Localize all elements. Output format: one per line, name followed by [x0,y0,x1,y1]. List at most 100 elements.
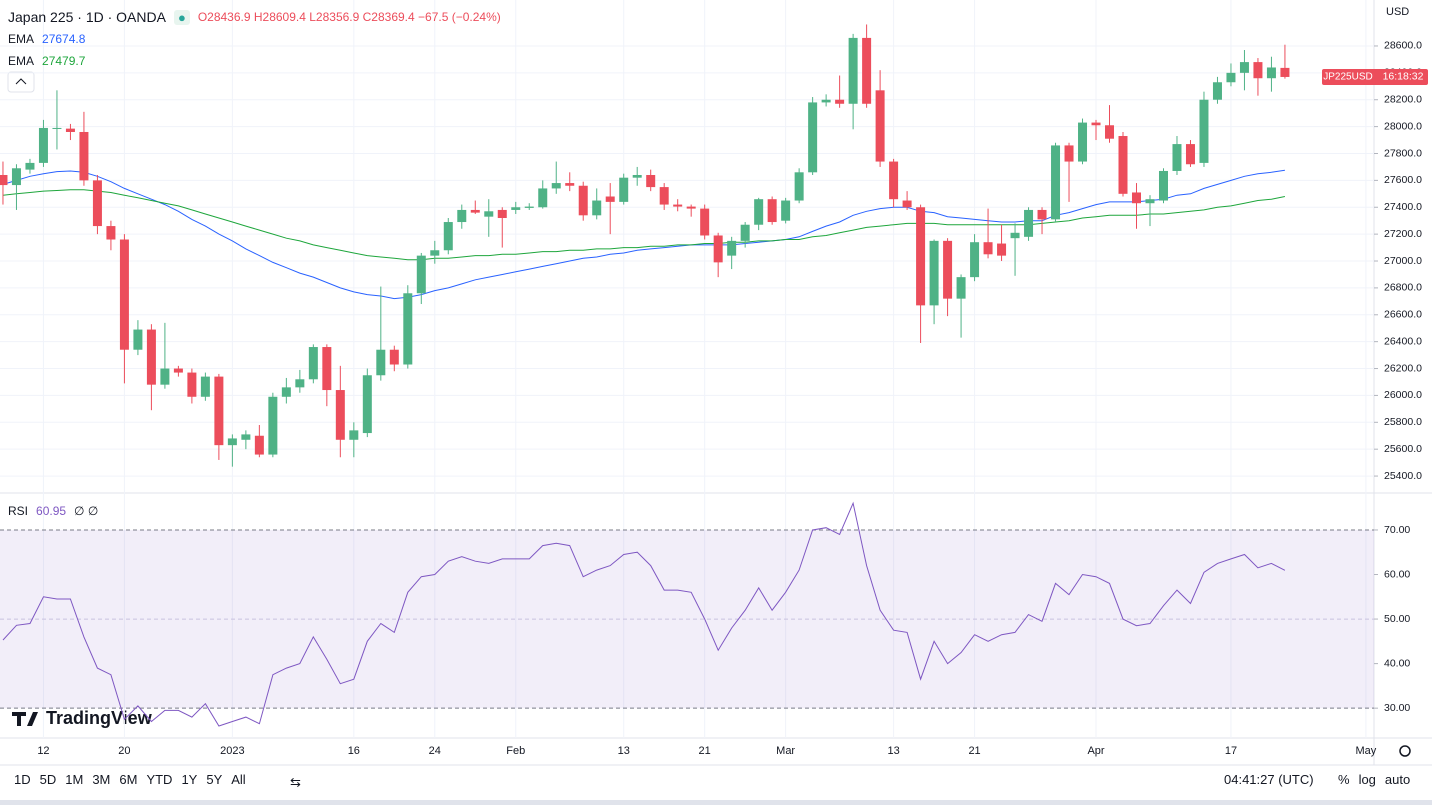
logo: TradingView [12,708,153,728]
candle-body [38,127,48,163]
candle-body [970,242,980,278]
x-tick-label: 12 [37,745,49,757]
candle-body [376,349,386,376]
candle-body [1212,82,1222,100]
ema-row: EMA 27479.7 [8,50,501,72]
logo-text: TradingView [46,708,153,728]
clock: 04:41:27 (UTC) [1224,772,1314,787]
y-tick-label: 27800.0 [1384,147,1422,159]
candle-body [713,235,723,263]
candle-body [430,250,440,256]
rsi-legend: RSI 60.95 ∅ ∅ [8,500,98,522]
range-button[interactable]: 5D [39,772,57,787]
currency[interactable]: USD [1386,6,1409,18]
x-tick-label: 24 [429,745,441,757]
candle-body [605,196,615,202]
option-button[interactable]: auto [1384,772,1411,787]
y-tick-label: 27400.0 [1384,201,1422,213]
candle-body [308,347,318,380]
range-button[interactable]: 6M [119,772,138,787]
candle-body [79,131,89,181]
candle-body [416,255,426,294]
collapse-button[interactable] [7,71,35,93]
y-tick-label: 26600.0 [1384,309,1422,321]
range-button[interactable]: 3M [92,772,111,787]
candle-body [686,206,696,209]
options-bar: % log auto [1338,772,1419,787]
ema-label: EMA [8,54,35,68]
price-tag [1322,68,1428,85]
y-tick-label: 30.00 [1384,702,1410,714]
candle-body [916,207,926,306]
candle-body [578,185,588,216]
y-tick-label: 26000.0 [1384,389,1422,401]
ema-row: EMA 27674.8 [8,28,501,50]
grid [0,0,1374,738]
candle-body [214,376,224,446]
y-tick-label: 27000.0 [1384,255,1422,267]
candle-body [848,37,858,104]
candle-body [673,204,683,207]
candle-body [322,347,332,391]
candle-body [875,90,885,162]
candle-body [646,174,656,188]
range-button[interactable]: 1M [65,772,84,787]
candle-body [538,188,548,208]
range-button[interactable]: YTD [146,772,173,787]
candle-body [700,208,710,236]
range-button[interactable]: 1D [14,772,31,787]
x-tick-label: May [1356,745,1377,757]
candle-body [943,240,953,299]
candle-body [362,375,372,434]
candle-body [133,329,143,350]
candle-body [11,168,21,186]
rsi-label: RSI [8,504,29,518]
candle-body [1118,136,1128,194]
y-tick-label: 25600.0 [1384,443,1422,455]
legend: Japan 225 · 1D · OANDA ● O28436.9 H28609… [8,6,501,72]
candle-body [1158,170,1168,201]
range-bar: 1D 5D 1M 3M 6M YTD 1Y 5Y All [14,772,255,787]
option-button[interactable]: log [1358,772,1376,787]
candle-body [551,183,561,189]
candle-body [511,207,521,210]
candle-body [997,243,1007,256]
candle-body [65,128,75,132]
x-tick-label: 13 [618,745,630,757]
candle-body [470,209,480,213]
candle-body [254,435,264,455]
candle-body [119,239,129,350]
candle-body [92,180,102,227]
candle-body [227,438,237,446]
candle-body [1010,232,1020,239]
y-tick-label: 25400.0 [1384,470,1422,482]
y-tick-label: 26400.0 [1384,335,1422,347]
x-tick-label: Apr [1087,745,1104,757]
bottom-strip [0,800,1432,805]
candle-body [1199,99,1209,163]
range-button[interactable]: All [231,772,246,787]
candle-body [146,329,156,385]
y-tick-label: 28200.0 [1384,94,1422,106]
candle-body [1239,62,1249,73]
candle-body [457,209,467,223]
candle-body [754,199,764,225]
symbol-tag: JP225USD [1323,72,1372,83]
title-row: Japan 225 · 1D · OANDA ● O28436.9 H28609… [8,6,501,28]
candle-body [349,430,359,440]
y-tick-label: 27600.0 [1384,174,1422,186]
collapse-icon [15,78,27,85]
candle-body [0,174,8,186]
range-button[interactable]: 5Y [206,772,223,787]
candle-body [929,240,939,306]
candle-body [403,293,413,365]
settings-icon[interactable] [1399,745,1411,757]
option-button[interactable]: % [1338,772,1350,787]
candle-body [1105,125,1115,139]
candle-body [25,162,35,170]
range-button[interactable]: 1Y [181,772,198,787]
compare-icon[interactable]: ⇆ [290,774,301,789]
x-tick-label: 21 [699,745,711,757]
candle-body [659,187,669,205]
